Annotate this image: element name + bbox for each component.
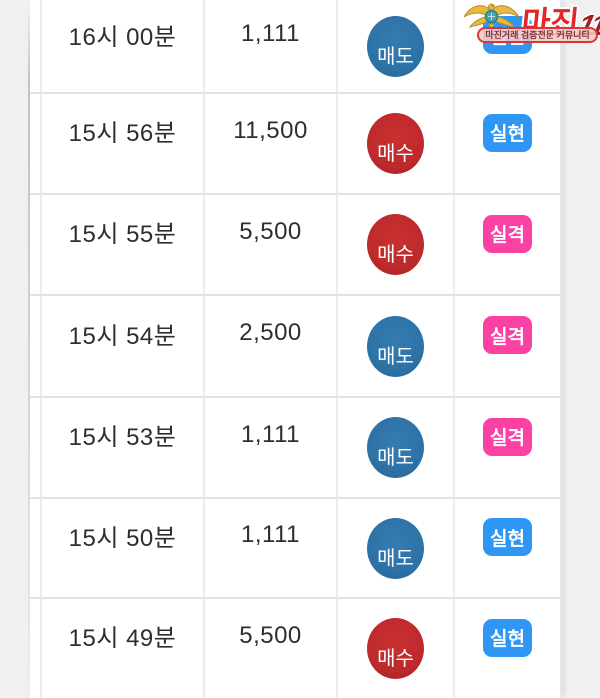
trade-time: 15시 54분 (40, 296, 203, 396)
side-cell: 매도 (336, 0, 453, 92)
side-badge: 매도 (367, 517, 424, 579)
status-cell: 실격 (453, 398, 562, 497)
trade-amount: 5,500 (203, 599, 336, 698)
table-row: 15시 54분 2,500 매도 실격 (30, 296, 562, 398)
row-left-gutter (30, 94, 40, 193)
trade-time: 15시 56분 (40, 94, 203, 193)
side-cell: 매수 (336, 599, 453, 698)
row-left-gutter (30, 398, 40, 497)
status-badge: 실현 (483, 518, 532, 556)
row-left-gutter (30, 599, 40, 698)
table-row: 16시 00분 1,111 매도 실현 (30, 0, 562, 94)
brand-banner: 마진거래 검증전문 커뮤니티 (477, 27, 598, 43)
side-badge: 매수 (367, 618, 424, 679)
trade-time: 15시 55분 (40, 195, 203, 294)
side-badge: 매도 (367, 417, 424, 478)
status-cell: 실현 (453, 499, 562, 597)
table-row: 15시 56분 11,500 매수 실현 (30, 94, 562, 195)
side-cell: 매도 (336, 296, 453, 396)
side-cell: 매수 (336, 195, 453, 294)
status-cell: 실격 (453, 296, 562, 396)
trade-amount: 2,500 (203, 296, 336, 396)
trade-history-table: 16시 00분 1,111 매도 실현 15시 56분 11,500 매수 실현… (30, 0, 562, 698)
row-left-gutter (30, 195, 40, 294)
trade-amount: 1,111 (203, 499, 336, 597)
trade-time: 15시 50분 (40, 499, 203, 597)
trade-amount: 1,111 (203, 398, 336, 497)
trade-amount: 5,500 (203, 195, 336, 294)
table-row: 15시 49분 5,500 매수 실현 (30, 599, 562, 698)
trade-time: 15시 49분 (40, 599, 203, 698)
side-badge: 매수 (367, 214, 424, 275)
status-badge: 실격 (483, 417, 532, 456)
status-badge: 실현 (483, 113, 532, 152)
side-cell: 매도 (336, 398, 453, 497)
table-row: 15시 55분 5,500 매수 실격 (30, 195, 562, 296)
status-badge: 실격 (483, 316, 532, 354)
row-left-gutter (30, 499, 40, 597)
trade-time: 16시 00분 (40, 0, 203, 92)
side-badge: 매도 (367, 315, 424, 377)
side-cell: 매수 (336, 94, 453, 193)
trade-amount: 11,500 (203, 94, 336, 193)
frame-edge-line (28, 0, 30, 698)
row-left-gutter (30, 296, 40, 396)
side-cell: 매도 (336, 499, 453, 597)
trade-amount: 1,111 (203, 0, 336, 92)
status-cell: 실현 (453, 599, 562, 698)
status-cell: 실현 (453, 94, 562, 193)
table-row: 15시 50분 1,111 매도 실현 (30, 499, 562, 599)
side-badge: 매수 (367, 113, 424, 174)
side-badge: 매도 (367, 15, 424, 77)
row-left-gutter (30, 0, 40, 92)
trade-time: 15시 53분 (40, 398, 203, 497)
status-cell: 실격 (453, 195, 562, 294)
status-badge: 실격 (483, 214, 532, 253)
table-row: 15시 53분 1,111 매도 실격 (30, 398, 562, 499)
status-badge: 실현 (483, 618, 532, 657)
community-watermark: 마진119 마진거래 검증전문 커뮤니티 (460, 0, 600, 50)
